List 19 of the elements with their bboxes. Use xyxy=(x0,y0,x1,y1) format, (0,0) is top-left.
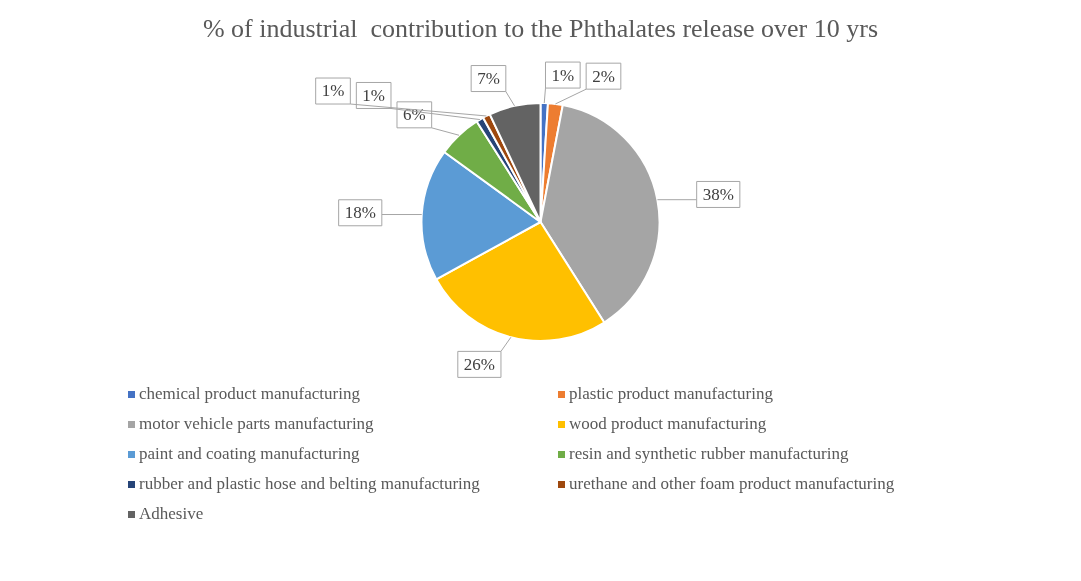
data-label: 38% xyxy=(702,184,734,204)
data-label: 1% xyxy=(321,81,345,101)
data-label: 2% xyxy=(592,66,615,86)
chart-title: % of industrial contribution to the Phthalates release over 10 yrs xyxy=(201,13,880,44)
legend-label: urethane and other foam product manufacturing xyxy=(569,474,895,494)
data-label: 6% xyxy=(402,105,426,125)
legend-label: Adhesive xyxy=(139,504,204,524)
data-label: 7% xyxy=(477,69,500,89)
legend-label: paint and coating manufacturing xyxy=(139,444,360,464)
data-label: 18% xyxy=(344,203,376,223)
legend-label: rubber and plastic hose and belting manufacturing xyxy=(139,474,480,494)
legend-label: motor vehicle parts manufacturing xyxy=(139,414,374,434)
legend-label: resin and synthetic rubber manufacturing xyxy=(569,444,849,464)
legend-label: plastic product manufacturing xyxy=(569,384,773,404)
legend-label: wood product manufacturing xyxy=(569,414,767,434)
data-label: 1% xyxy=(362,85,385,105)
data-label: 26% xyxy=(463,354,495,374)
legend-label: chemical product manufacturing xyxy=(139,384,360,404)
data-label: 1% xyxy=(551,65,575,85)
